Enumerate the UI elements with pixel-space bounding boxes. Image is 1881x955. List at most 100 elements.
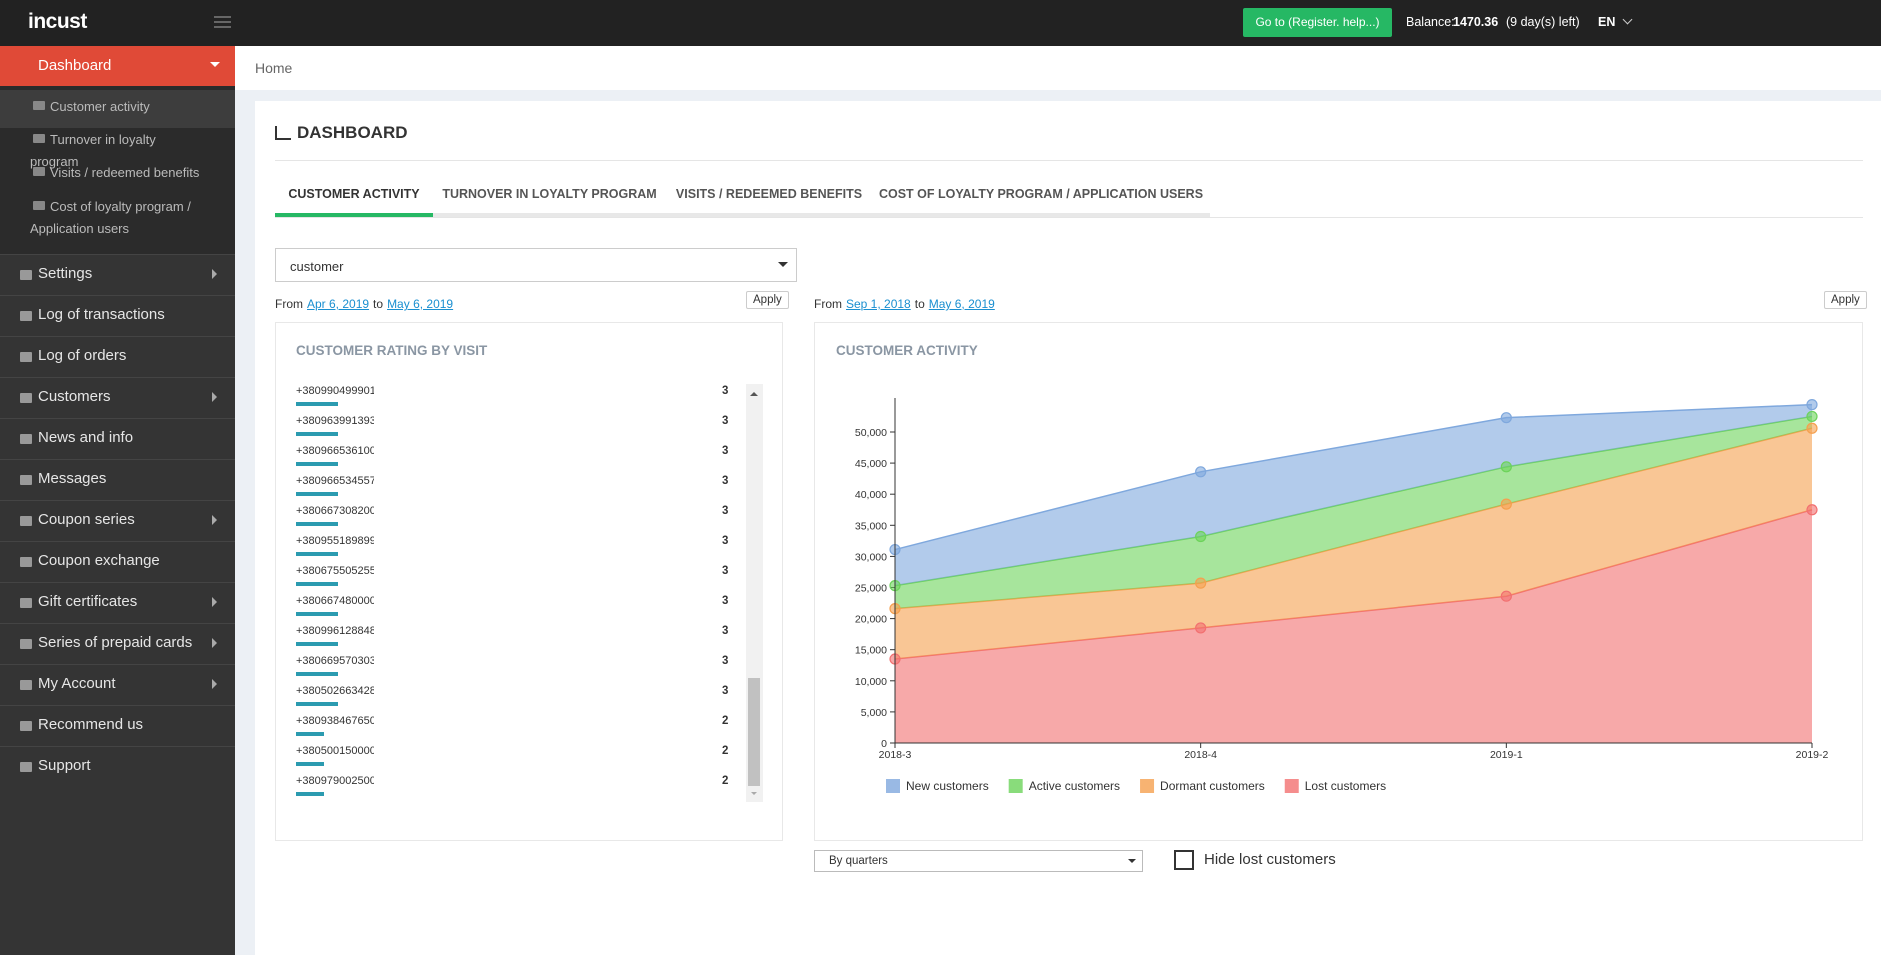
rating-bar	[296, 582, 338, 586]
menu-separator	[0, 336, 235, 337]
rating-phone: +380955189899	[296, 535, 374, 547]
menu-icon	[20, 762, 32, 772]
date-link[interactable]: May 6, 2019	[387, 297, 454, 311]
submenu-item[interactable]: Customer activity	[50, 99, 150, 114]
legend-label: Active customers	[1029, 779, 1120, 793]
menu-item[interactable]: Customers	[38, 388, 111, 405]
tab[interactable]: CUSTOMER ACTIVITY	[288, 187, 420, 201]
point	[1806, 504, 1818, 516]
date-link[interactable]: Sep 1, 2018	[846, 297, 911, 311]
legend-swatch	[886, 779, 900, 793]
point	[1195, 622, 1207, 634]
menu-item[interactable]: Recommend us	[38, 716, 144, 733]
select-caret	[778, 262, 788, 272]
menu-item[interactable]: Log of orders	[38, 347, 127, 364]
top-bar	[0, 0, 1881, 46]
menu-separator	[0, 623, 235, 624]
y-tick-label: 45,000	[855, 458, 887, 470]
rating-bar	[296, 492, 338, 496]
submenu-icon	[33, 167, 45, 176]
y-tick-label: 0	[881, 738, 887, 750]
rating-value: 3	[722, 625, 729, 637]
legend-swatch	[1008, 779, 1023, 793]
rating-phone: +380966534557	[296, 475, 374, 487]
rating-value: 3	[722, 655, 729, 667]
y-tick-label: 30,000	[855, 551, 887, 563]
tab[interactable]: TURNOVER IN LOYALTY PROGRAM	[442, 187, 657, 201]
tab[interactable]: VISITS / REDEEMED BENEFITS	[675, 187, 863, 201]
submenu-icon	[33, 101, 45, 110]
rating-value: 2	[722, 775, 729, 787]
customer-select[interactable]: customer	[275, 248, 797, 282]
menu-item[interactable]: Series of prepaid cards	[38, 634, 193, 651]
submenu-item[interactable]: Visits / redeemed benefits	[50, 165, 200, 180]
hide-lost-label[interactable]: Hide lost customers	[1204, 851, 1336, 868]
apply-button[interactable]: Apply	[1824, 291, 1867, 309]
dashboard-item[interactable]: Dashboard	[0, 46, 235, 86]
menu-icon	[20, 393, 32, 403]
legend-label: New customers	[906, 779, 989, 793]
goto-button[interactable]: Go to (Register. help...)	[1243, 8, 1392, 37]
date-link[interactable]: May 6, 2019	[928, 297, 995, 311]
page-title: DASHBOARD	[297, 123, 408, 142]
menu-item[interactable]: Coupon exchange	[38, 552, 160, 569]
tab[interactable]: COST OF LOYALTY PROGRAM / APPLICATION US…	[878, 187, 1204, 201]
date-link[interactable]: Apr 6, 2019	[307, 297, 370, 311]
area	[895, 404, 1812, 586]
rating-bar	[296, 612, 338, 616]
date-label: to	[373, 297, 384, 311]
menu-item[interactable]: News and info	[38, 429, 134, 446]
hamburger[interactable]	[214, 16, 231, 28]
scroll-down[interactable]	[751, 792, 757, 798]
menu-icon	[20, 475, 32, 485]
menu-separator	[0, 418, 235, 419]
scroll-up[interactable]	[750, 388, 758, 396]
period-select-text: By quarters	[829, 855, 888, 867]
rating-value: 3	[722, 505, 729, 517]
rating-bar	[296, 672, 338, 676]
date-label: From	[275, 297, 303, 311]
point	[1500, 461, 1512, 473]
hide-lost-checkbox[interactable]	[1174, 850, 1194, 870]
rating-bar	[296, 462, 338, 466]
menu-separator	[0, 746, 235, 747]
rating-value: 2	[722, 745, 729, 757]
rating-phone: +380966536100	[296, 445, 374, 457]
rating-phone: +380963991393	[296, 415, 374, 427]
language[interactable]: EN	[1598, 15, 1616, 29]
submenu-item[interactable]: Turnover in loyalty program	[30, 132, 156, 169]
legend-swatch	[1140, 779, 1155, 793]
menu-icon	[20, 270, 32, 280]
breadcrumb[interactable]: Home	[255, 60, 293, 76]
menu-item[interactable]: Gift certificates	[38, 593, 138, 610]
period-caret	[1128, 859, 1136, 867]
balance-note: (9 day(s) left)	[1506, 15, 1580, 29]
submenu-arrow	[212, 679, 222, 689]
activity-panel	[814, 322, 1863, 841]
legend-swatch	[1284, 779, 1299, 793]
menu-item[interactable]: Coupon series	[38, 511, 135, 528]
period-select[interactable]: By quarters	[814, 850, 1143, 872]
menu-item[interactable]: My Account	[38, 675, 116, 692]
menu-item[interactable]: Log of transactions	[38, 306, 165, 323]
y-tick-label: 35,000	[855, 520, 887, 532]
hamburger-line	[214, 21, 231, 23]
apply-button[interactable]: Apply	[746, 291, 789, 309]
x-tick-label: 2018-4	[1184, 749, 1217, 761]
submenu-item[interactable]: Cost of loyalty program / Application us…	[30, 199, 191, 236]
menu-separator	[0, 705, 235, 706]
rating-phone: +380979002500	[296, 775, 374, 787]
rating-phone: +380938467650	[296, 715, 374, 727]
menu-item[interactable]: Support	[38, 757, 91, 774]
menu-item[interactable]: Settings	[38, 265, 93, 282]
chart: CUSTOMER ACTIVITY 0 5,000 10,000 15,000 20,00…	[836, 343, 1829, 793]
rating-phone: +380996128848	[296, 625, 374, 637]
point	[1500, 590, 1512, 602]
balance-value: 1470.36	[1453, 15, 1499, 29]
legend-label: Dormant customers	[1160, 779, 1265, 793]
rating-value: 3	[722, 685, 729, 697]
point	[1806, 422, 1818, 434]
menu-item[interactable]: Messages	[38, 470, 107, 487]
rating-phone: +380667308200	[296, 505, 374, 517]
